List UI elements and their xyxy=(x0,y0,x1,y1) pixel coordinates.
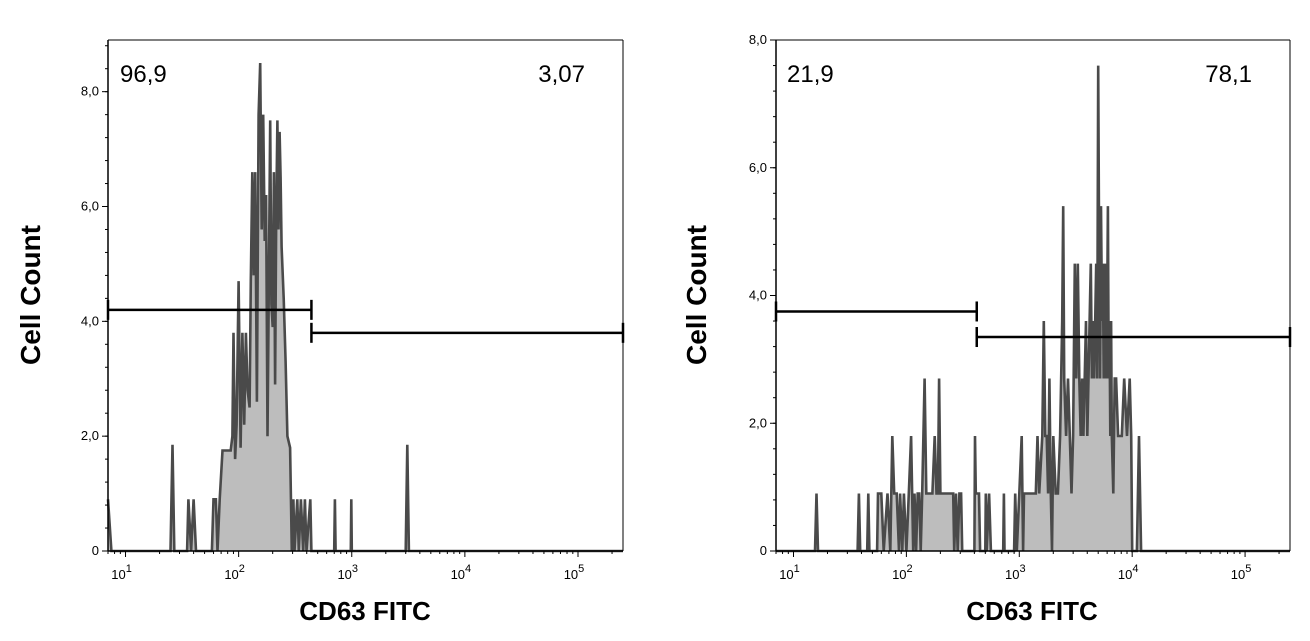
y-tick-label: 0 xyxy=(760,543,767,558)
histogram-line xyxy=(776,65,1290,553)
x-tick-label: 104 xyxy=(1118,563,1139,582)
x-axis-label: CD63 FITC xyxy=(966,596,1098,626)
x-tick-label: 105 xyxy=(1231,563,1252,582)
y-axis-label: Cell Count xyxy=(681,225,712,365)
y-tick-label: 8,0 xyxy=(81,84,99,99)
y-tick-label: 2,0 xyxy=(749,415,767,430)
histogram-panel-right: 0 2,0 4,0 6,0 8,0 101 102 103 104 105 21,9 78,1 Cell… xyxy=(681,32,1292,626)
x-tick-label: 101 xyxy=(111,563,132,582)
y-tick-label: 8,0 xyxy=(749,32,767,47)
y-tick-label: 4,0 xyxy=(81,313,99,328)
x-tick-label: 102 xyxy=(892,563,913,582)
gate-percent-label: 3,07 xyxy=(538,61,585,88)
y-tick-label: 4,0 xyxy=(749,288,767,303)
histogram-fill xyxy=(108,63,623,551)
gate-percent-label: 96,9 xyxy=(120,61,167,88)
y-tick-label: 6,0 xyxy=(749,160,767,175)
x-tick-label: 105 xyxy=(564,563,585,582)
y-tick-label: 6,0 xyxy=(81,199,99,214)
x-tick-label: 103 xyxy=(337,563,358,582)
gate-percent-label: 78,1 xyxy=(1205,61,1252,88)
x-tick-label: 101 xyxy=(779,563,800,582)
y-tick-label: 2,0 xyxy=(81,428,99,443)
x-tick-label: 102 xyxy=(224,563,245,582)
x-axis-label: CD63 FITC xyxy=(299,596,431,626)
y-tick-label: 0 xyxy=(92,543,99,558)
gate-percent-label: 21,9 xyxy=(787,61,834,88)
x-tick-label: 104 xyxy=(451,563,472,582)
y-axis-label: Cell Count xyxy=(15,225,46,365)
histogram-line xyxy=(106,62,623,553)
histogram-panel-left: 0 2,0 4,0 6,0 8,0 101 102 103 104 105 96,9 3,07 Cell… xyxy=(15,39,625,626)
x-tick-label: 103 xyxy=(1005,563,1026,582)
histogram-fill xyxy=(776,65,1290,551)
